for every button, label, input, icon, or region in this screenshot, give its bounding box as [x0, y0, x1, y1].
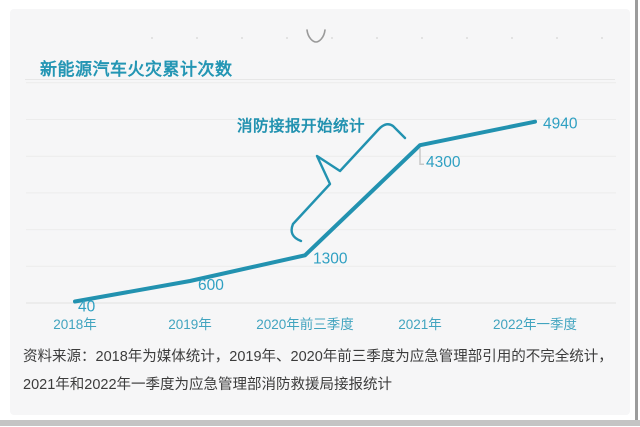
x-axis-label: 2018年 — [53, 317, 97, 332]
watermark-dot — [331, 37, 333, 39]
watermark-dot — [196, 37, 198, 39]
watermark-dot — [511, 37, 513, 39]
data-point-label: 40 — [78, 299, 96, 316]
watermark-dot — [241, 37, 243, 39]
data-point-label: 600 — [198, 277, 224, 294]
watermark-curve-icon — [306, 29, 326, 43]
watermark-dot — [376, 37, 378, 39]
annotation-label: 消防接报开始统计 — [237, 118, 366, 135]
data-line — [73, 119, 537, 304]
x-axis-label: 2019年 — [168, 317, 212, 332]
x-axis-label: 2021年 — [398, 317, 442, 332]
watermark-dot — [601, 37, 603, 39]
label-leader — [419, 148, 424, 165]
vertical-scrollbar[interactable] — [635, 0, 638, 420]
horizontal-scrollbar[interactable] — [0, 420, 640, 426]
watermark-dot — [286, 37, 288, 39]
data-point-label: 4940 — [543, 116, 578, 133]
watermark-dot — [421, 37, 423, 39]
x-axis-label: 2022年一季度 — [493, 317, 577, 332]
x-axis-label: 2020年前三季度 — [256, 316, 354, 332]
watermark-dot — [466, 37, 468, 39]
chart-card: 新能源汽车火灾累计次数 40 600 1300 4300 4940 2018年 2019年 2… — [10, 9, 630, 415]
annotation-brace — [290, 123, 407, 243]
data-point-label: 4300 — [426, 154, 461, 171]
watermark-dot — [151, 37, 153, 39]
title-divider — [25, 79, 615, 80]
chart-title: 新能源汽车火灾累计次数 — [40, 60, 233, 79]
source-note: 资料来源：2018年为媒体统计，2019年、2020年前三季度为应急管理部引用的… — [23, 349, 613, 393]
data-point-label: 1300 — [313, 250, 348, 267]
watermark-dot — [556, 37, 558, 39]
